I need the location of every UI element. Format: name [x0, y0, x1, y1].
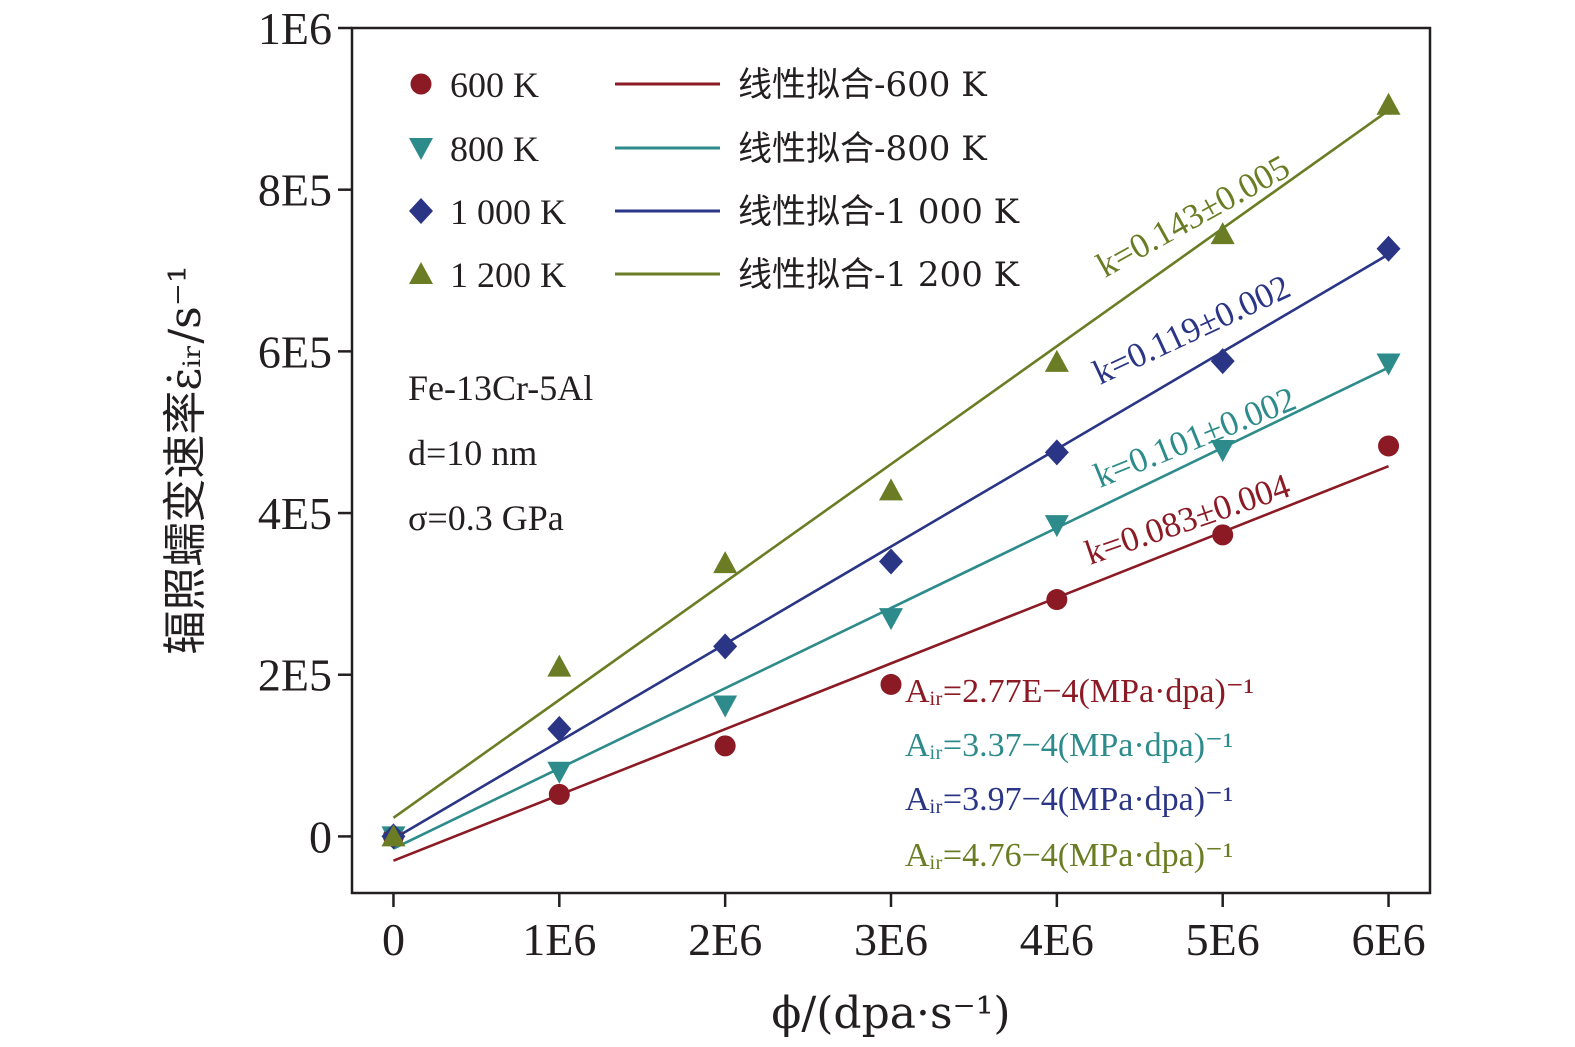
- legend-fit-label: 线性拟合-600 K: [738, 65, 987, 105]
- data-point: [1376, 235, 1401, 262]
- air-labels: Aᵢᵣ=2.77E−4(MPa·dpa)⁻¹ Aᵢᵣ=3.37−4(MPa·dpa…: [905, 673, 1254, 874]
- slope-label: k=0.143±0.005: [1090, 147, 1296, 285]
- data-point: [1044, 349, 1069, 372]
- air-label: Aᵢᵣ=4.76−4(MPa·dpa)⁻¹: [905, 837, 1233, 874]
- x-tick-label: 4E6: [1020, 914, 1094, 965]
- y-axis-title: 辐照蠕变速率ε̇ᵢᵣ/s⁻¹: [160, 265, 211, 654]
- data-point: [713, 551, 738, 574]
- x-axis: 0 1E6 2E6 3E6 4E6 5E6 6E6: [382, 893, 1426, 965]
- x-axis-title: ϕ/(dpa·s⁻¹): [771, 988, 1010, 1039]
- y-axis: 0 2E5 4E5 6E5 8E5 1E6: [258, 3, 352, 862]
- data-point: [1210, 439, 1235, 462]
- legend-marker: [409, 262, 433, 284]
- data-point: [879, 478, 903, 501]
- data-point: [547, 715, 572, 742]
- y-tick-label: 4E5: [258, 488, 332, 539]
- air-label: Aᵢᵣ=3.97−4(MPa·dpa)⁻¹: [905, 781, 1233, 818]
- material-label: Fe-13Cr-5Al: [408, 368, 593, 408]
- legend-fit-label: 线性拟合-1 200 K: [738, 255, 1020, 295]
- legend-label: 800 K: [450, 129, 539, 169]
- x-tick-label: 6E6: [1351, 914, 1425, 965]
- y-tick-label: 6E5: [258, 326, 332, 377]
- data-point: [1212, 524, 1234, 546]
- y-tick-label: 8E5: [258, 165, 332, 216]
- legend-marker: [409, 198, 433, 224]
- data-point: [879, 608, 903, 631]
- data-point: [547, 761, 572, 784]
- legend-label: 1 200 K: [450, 255, 566, 295]
- stress-label: σ=0.3 GPa: [408, 498, 564, 538]
- legend-marker: [410, 73, 432, 95]
- y-tick-label: 0: [309, 811, 332, 862]
- data-point: [713, 633, 738, 660]
- data-point: [1210, 348, 1235, 375]
- slope-label: k=0.119±0.002: [1087, 267, 1296, 392]
- data-point: [1210, 222, 1235, 245]
- legend-label: 600 K: [450, 65, 539, 105]
- data-point: [1378, 435, 1400, 457]
- data-point: [1376, 353, 1401, 376]
- legend-marker: [409, 138, 433, 160]
- air-label: Aᵢᵣ=2.77E−4(MPa·dpa)⁻¹: [905, 673, 1254, 710]
- data-point: [880, 673, 902, 695]
- legend-fit-label: 线性拟合-1 000 K: [738, 192, 1020, 232]
- x-tick-label: 1E6: [522, 914, 596, 965]
- x-tick-label: 5E6: [1186, 914, 1260, 965]
- legend: 600 K 线性拟合-600 K 800 K 线性拟合-800 K 1 000 K 线性拟…: [409, 65, 1020, 295]
- data-point: [381, 824, 406, 847]
- y-tick-label: 2E5: [258, 650, 332, 701]
- data-point: [713, 695, 738, 718]
- x-tick-label: 0: [382, 914, 405, 965]
- data-point: [1046, 589, 1068, 611]
- fit-line: [392, 253, 1390, 840]
- data-points: [381, 92, 1401, 850]
- data-point: [714, 735, 736, 757]
- x-tick-label: 3E6: [854, 914, 928, 965]
- data-point: [548, 783, 570, 805]
- data-point: [1044, 515, 1069, 538]
- material-info: Fe-13Cr-5Al d=10 nm σ=0.3 GPa: [408, 368, 593, 538]
- air-label: Aᵢᵣ=3.37−4(MPa·dpa)⁻¹: [905, 727, 1233, 764]
- data-point: [879, 548, 903, 575]
- x-tick-label: 2E6: [688, 914, 762, 965]
- data-point: [547, 654, 572, 677]
- legend-fit-label: 线性拟合-800 K: [738, 129, 987, 169]
- grain-size-label: d=10 nm: [408, 433, 537, 473]
- legend-label: 1 000 K: [450, 192, 566, 232]
- data-point: [1376, 92, 1401, 115]
- data-point: [1044, 439, 1069, 466]
- y-tick-label: 1E6: [258, 3, 332, 54]
- slope-labels: k=0.083±0.004k=0.101±0.002k=0.119±0.002k…: [1080, 147, 1301, 572]
